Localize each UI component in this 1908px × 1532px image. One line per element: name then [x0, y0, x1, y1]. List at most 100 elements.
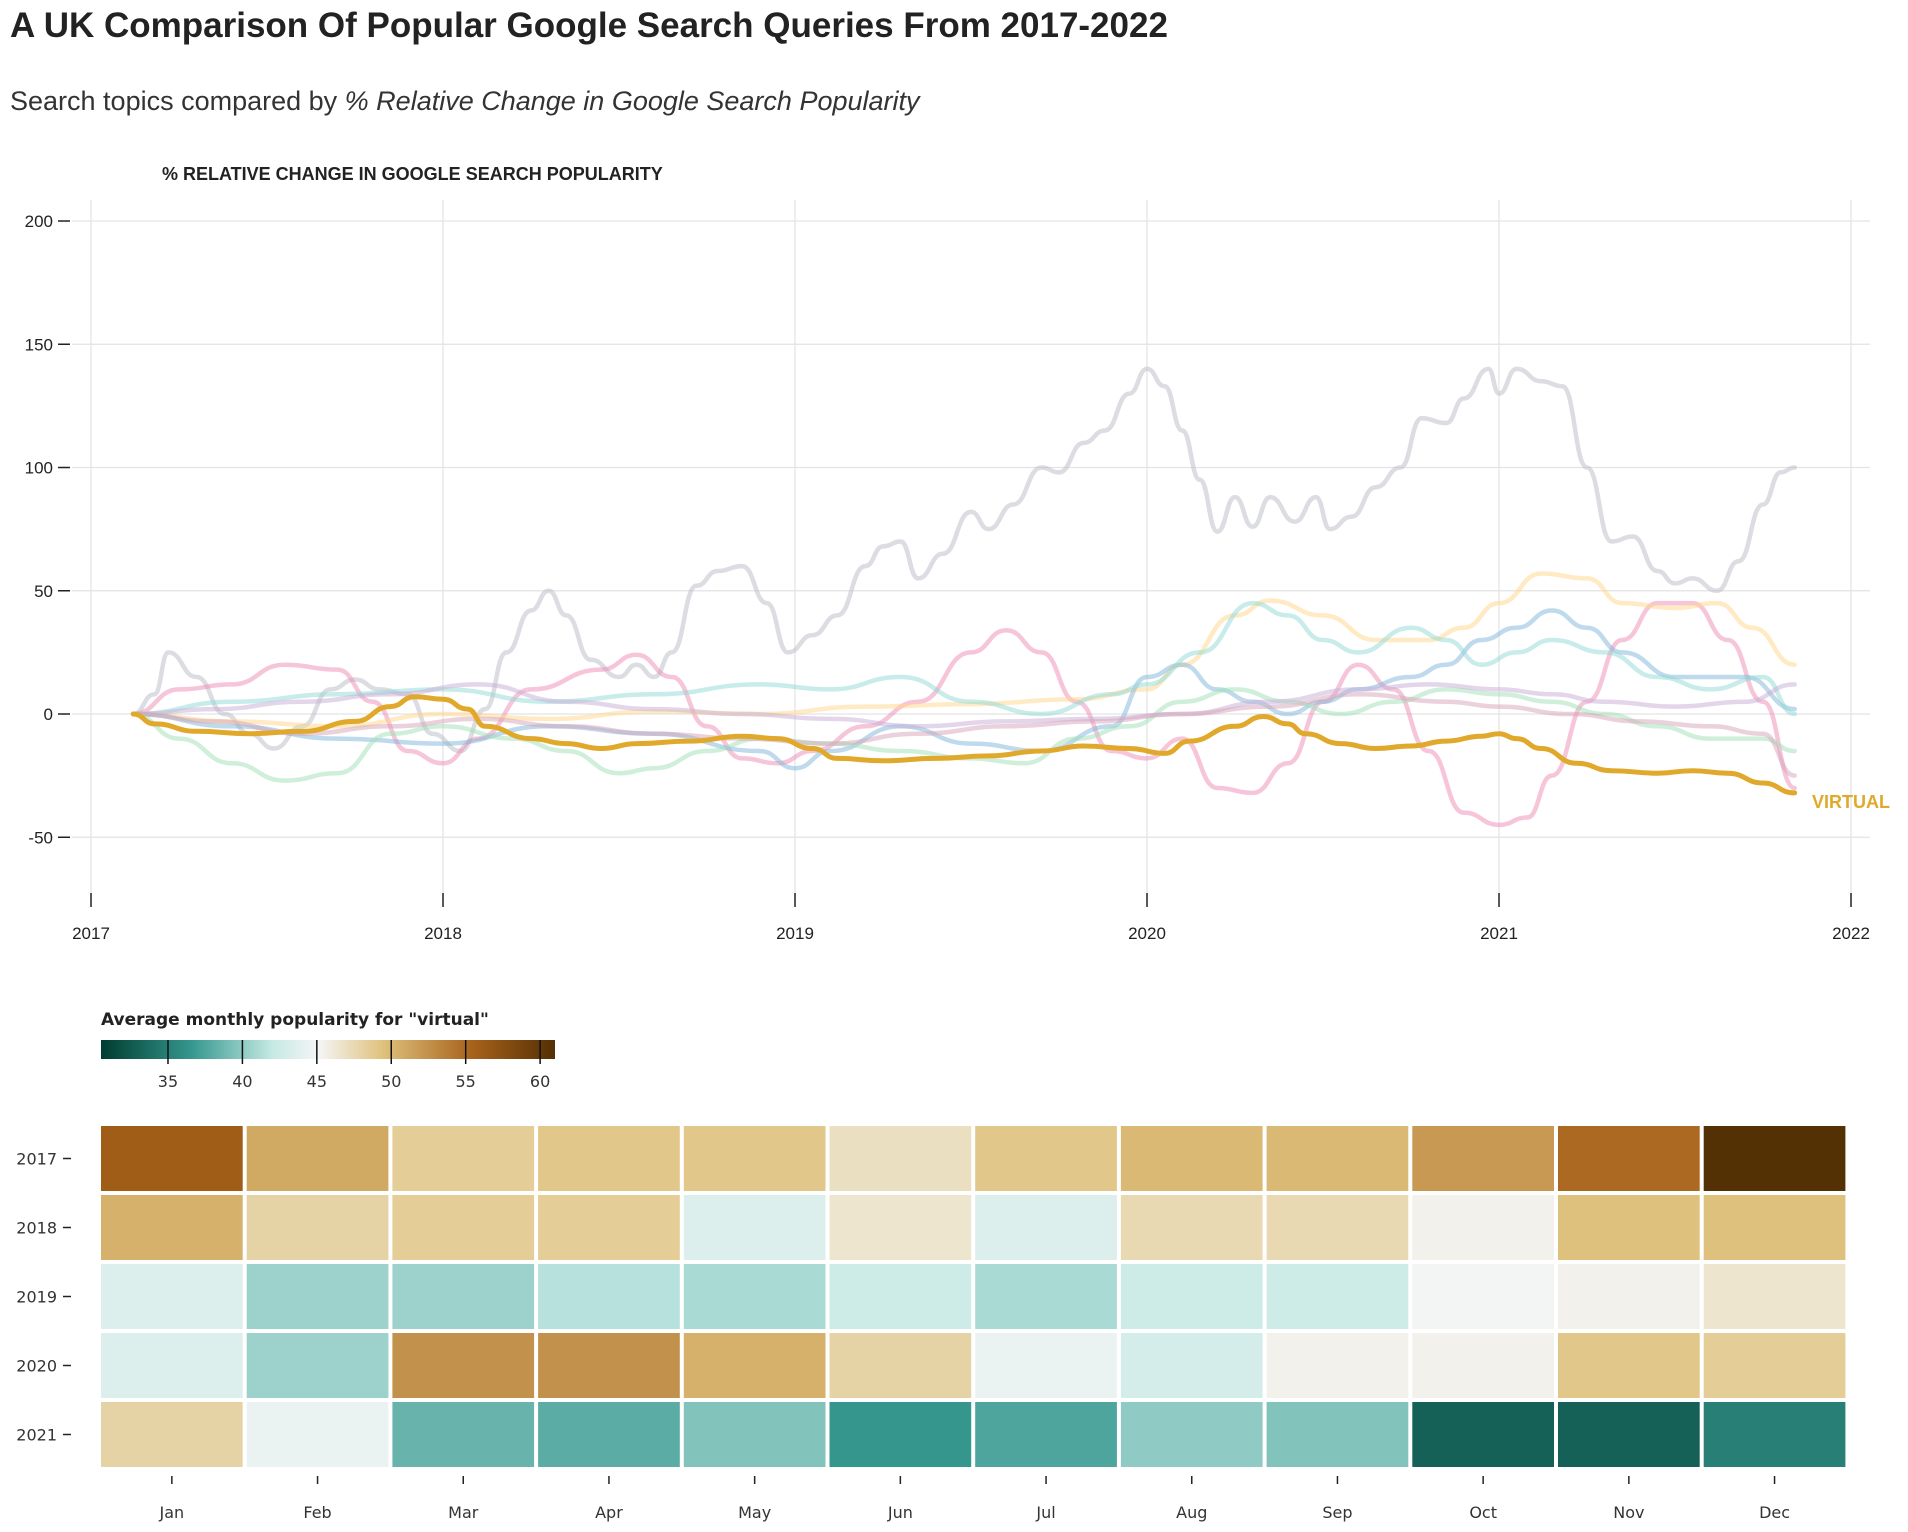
x-tick-label: 2022 [1832, 924, 1870, 943]
heatmap-row-label: 2017 [16, 1150, 57, 1169]
heatmap-cell-2020-apr [538, 1333, 680, 1398]
axes: 200 150 100 50 0 -50 2017 2018 2019 2020 2021 2022 [25, 212, 1870, 943]
heatmap-cell-2020-jul [975, 1333, 1117, 1398]
series-line-background [130, 692, 1797, 778]
page-subtitle: Search topics compared by % Relative Cha… [10, 86, 920, 117]
heatmap-cell-2017-dec [1703, 1126, 1846, 1191]
heatmap-cell-2021-feb [246, 1402, 389, 1467]
x-tick-label: 2017 [72, 924, 110, 943]
virtual-series-label: VIRTUAL [1812, 792, 1890, 812]
heatmap-col-label: Mar [448, 1503, 479, 1522]
heatmap-cell-2017-aug [1120, 1126, 1263, 1191]
heatmap-cell-2017-nov [1558, 1126, 1700, 1191]
x-tick-label: 2021 [1480, 924, 1518, 943]
heatmap-row-label: 2020 [16, 1357, 57, 1376]
heatmap-cell-2018-jul [975, 1195, 1117, 1260]
colorbar-tick-label: 50 [381, 1072, 401, 1091]
series-line-background [130, 682, 1797, 729]
heatmap-cell-2017-jul [975, 1126, 1117, 1191]
y-tick-label: 0 [44, 705, 53, 724]
heatmap-cell-2017-apr [538, 1126, 680, 1191]
heatmap-col-label: Nov [1613, 1503, 1644, 1522]
heatmap-cell-2019-feb [246, 1264, 389, 1329]
heatmap-col-label: Aug [1176, 1503, 1207, 1522]
heatmap-col-label: Feb [303, 1503, 331, 1522]
heatmap-cell-2020-sep [1266, 1333, 1409, 1398]
heatmap-cell-2018-oct [1412, 1195, 1554, 1260]
y-tick-label: 100 [25, 459, 53, 478]
heatmap: Average monthly popularity for "virtual"… [16, 1010, 1846, 1523]
heatmap-cell-2018-may [683, 1195, 826, 1260]
heatmap-row-label: 2019 [16, 1288, 57, 1307]
heatmap-cell-2017-may [683, 1126, 826, 1191]
heatmap-cell-2017-sep [1266, 1126, 1409, 1191]
heatmap-cell-2018-aug [1120, 1195, 1263, 1260]
heatmap-cell-2019-aug [1120, 1264, 1263, 1329]
heatmap-cell-2021-may [683, 1402, 826, 1467]
colorbar-tick-label: 45 [307, 1072, 327, 1091]
y-tick-label: -50 [28, 828, 53, 847]
heatmap-col-label: Apr [595, 1503, 623, 1522]
heatmap-cell-2018-jun [829, 1195, 972, 1260]
heatmap-col-label: Dec [1759, 1503, 1790, 1522]
heatmap-cell-2020-may [683, 1333, 826, 1398]
colorbar-tick-label: 55 [456, 1072, 476, 1091]
series-layer [130, 366, 1798, 828]
heatmap-cell-2021-jul [975, 1402, 1117, 1467]
heatmap-cell-2021-mar [392, 1402, 535, 1467]
heatmap-cell-2017-jun [829, 1126, 972, 1191]
heatmap-cell-2017-mar [392, 1126, 535, 1191]
series-line-virtual [130, 694, 1798, 796]
heatmap-cell-2017-feb [246, 1126, 389, 1191]
heatmap-cell-2019-oct [1412, 1264, 1554, 1329]
y-axis-label: % RELATIVE CHANGE IN GOOGLE SEARCH POPUL… [162, 164, 663, 184]
x-tick-label: 2020 [1128, 924, 1166, 943]
heatmap-col-label: Jun [887, 1503, 913, 1522]
heatmap-cell-2020-mar [392, 1333, 535, 1398]
heatmap-row-label: 2018 [16, 1219, 57, 1238]
y-tick-label: 150 [25, 335, 53, 354]
heatmap-cell-2020-jun [829, 1333, 972, 1398]
heatmap-cell-2020-feb [246, 1333, 389, 1398]
heatmap-cell-2018-sep [1266, 1195, 1409, 1260]
colorbar-tick-label: 35 [158, 1072, 178, 1091]
colorbar-tick-label: 60 [530, 1072, 550, 1091]
heatmap-cell-2020-dec [1703, 1333, 1846, 1398]
heatmap-labels: 2017 2018 2019 2020 2021 Jan Feb Mar Apr May Jun Ju… [16, 1150, 1790, 1523]
heatmap-cell-2021-oct [1412, 1402, 1554, 1467]
colorbar-gradient [101, 1040, 555, 1059]
heatmap-col-label: Jan [159, 1503, 185, 1522]
heatmap-cell-2019-jan [101, 1264, 243, 1329]
y-tick-label: 50 [34, 582, 53, 601]
heatmap-cells [101, 1126, 1846, 1467]
heatmap-cell-2018-jan [101, 1195, 243, 1260]
heatmap-cell-2018-feb [246, 1195, 389, 1260]
heatmap-cell-2019-apr [538, 1264, 680, 1329]
grid [72, 200, 1870, 905]
heatmap-cell-2019-sep [1266, 1264, 1409, 1329]
heatmap-cell-2019-may [683, 1264, 826, 1329]
y-tick-label: 200 [25, 212, 53, 231]
heatmap-col-label: Sep [1322, 1503, 1352, 1522]
page-title: A UK Comparison Of Popular Google Search… [10, 6, 1168, 45]
colorbar-ticks: 35 40 45 50 55 60 [158, 1040, 550, 1091]
heatmap-cell-2018-nov [1558, 1195, 1700, 1260]
heatmap-cell-2021-jan [101, 1402, 243, 1467]
heatmap-cell-2017-oct [1412, 1126, 1554, 1191]
heatmap-cell-2019-jul [975, 1264, 1117, 1329]
heatmap-cell-2021-sep [1266, 1402, 1409, 1467]
series-line-background [130, 366, 1797, 754]
heatmap-cell-2018-apr [538, 1195, 680, 1260]
line-chart: % RELATIVE CHANGE IN GOOGLE SEARCH POPUL… [25, 164, 1890, 943]
heatmap-cell-2020-oct [1412, 1333, 1554, 1398]
subtitle-emphasis: % Relative Change in Google Search Popul… [344, 86, 920, 116]
heatmap-cell-2021-apr [538, 1402, 680, 1467]
colorbar-tick-label: 40 [232, 1072, 252, 1091]
heatmap-cell-2020-jan [101, 1333, 243, 1398]
x-tick-label: 2019 [776, 924, 814, 943]
heatmap-cell-2018-mar [392, 1195, 535, 1260]
heatmap-cell-2019-mar [392, 1264, 535, 1329]
subtitle-prefix: Search topics compared by [10, 86, 345, 116]
heatmap-row-label: 2021 [16, 1426, 57, 1445]
